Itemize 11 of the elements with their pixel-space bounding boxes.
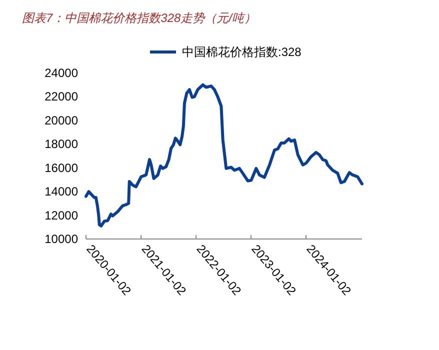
y-tick-label: 10000	[44, 232, 78, 246]
y-tick-label: 20000	[44, 113, 78, 128]
chart-title: 图表7：中国棉花价格指数328走势（元/吨）	[22, 11, 256, 25]
y-tick-label: 24000	[44, 66, 78, 80]
line-series	[84, 83, 364, 228]
y-tick-label: 18000	[44, 137, 78, 152]
y-tick-label: 14000	[44, 184, 78, 199]
y-tick-label: 16000	[44, 160, 78, 175]
legend-label: 中国棉花价格指数:328	[182, 45, 302, 59]
y-tick-label: 22000	[44, 90, 78, 104]
y-tick-label: 12000	[44, 208, 78, 222]
